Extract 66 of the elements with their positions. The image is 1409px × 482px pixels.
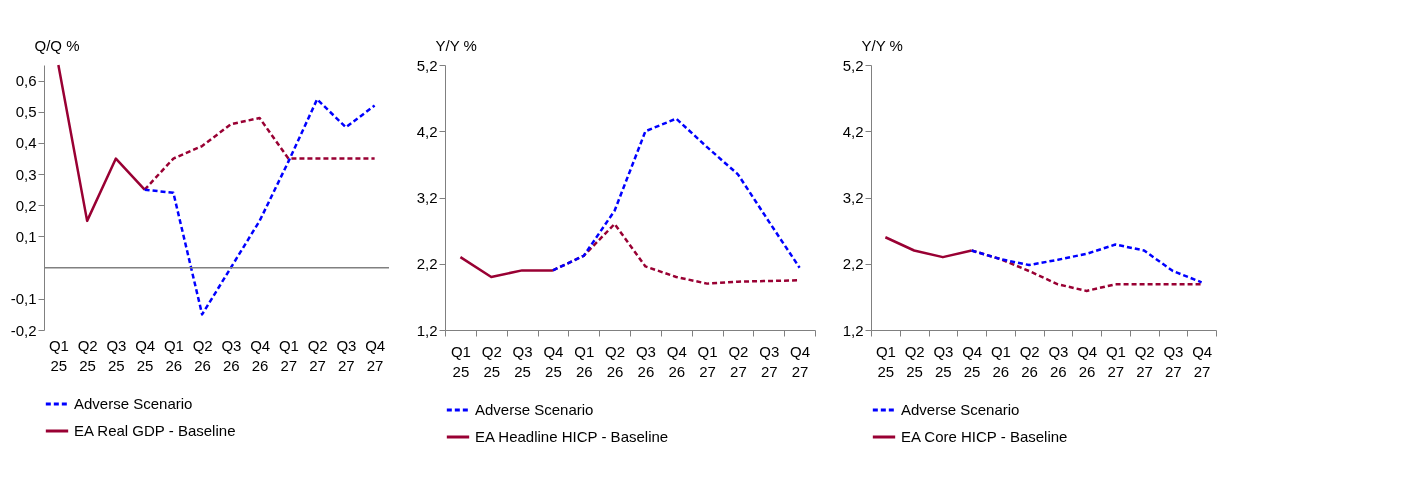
x-tick-label: Q1 26 <box>163 336 184 374</box>
legend-label: EA Real GDP - Baseline <box>74 422 236 439</box>
y-tick-label: 2,2 <box>842 255 864 273</box>
x-tick-label: Q1 27 <box>697 342 718 380</box>
line-series <box>143 98 376 316</box>
x-tick-label: Q1 26 <box>574 342 595 380</box>
legend-label: EA Core HICP - Baseline <box>901 428 1068 445</box>
x-tick-label: Q2 25 <box>904 342 925 380</box>
line-series <box>970 243 1203 284</box>
y-axis-title: Y/Y % <box>435 36 477 54</box>
x-tick-label: Q2 27 <box>728 342 749 380</box>
x-tick-label: Q2 27 <box>307 336 328 374</box>
x-tick-label: Q2 26 <box>192 336 213 374</box>
x-tick-label: Q3 26 <box>221 336 242 374</box>
y-tick-label: 0,5 <box>15 103 37 121</box>
x-tick-label: Q3 27 <box>336 336 357 374</box>
x-tick-label: Q1 25 <box>450 342 471 380</box>
y-tick-label: 3,2 <box>842 189 864 206</box>
y-tick-label: 0,2 <box>15 196 37 214</box>
x-tick-label: Q3 26 <box>1048 342 1069 380</box>
x-tick-label: Q4 26 <box>1077 342 1098 380</box>
y-tick-label: 0,3 <box>15 165 37 183</box>
x-tick-label: Q1 27 <box>1105 342 1126 380</box>
x-tick-label: Q1 25 <box>875 342 896 380</box>
legend-label: Adverse Scenario <box>74 395 193 412</box>
x-tick-label: Q4 25 <box>135 336 156 374</box>
x-tick-label: Q4 25 <box>543 342 564 380</box>
y-tick-label: 0,4 <box>15 134 37 152</box>
line-series <box>551 117 801 272</box>
x-tick-label: Q2 25 <box>481 342 502 380</box>
y-tick-label: 0,1 <box>15 227 37 245</box>
x-tick-label: Q3 25 <box>933 342 954 380</box>
x-tick-label: Q3 27 <box>759 342 780 380</box>
x-tick-label: Q1 25 <box>48 336 69 374</box>
x-tick-label: Q1 27 <box>278 336 299 374</box>
y-tick-label: 0,6 <box>15 72 37 90</box>
legend-label: EA Headline HICP - Baseline <box>475 428 669 445</box>
y-axis-title: Q/Q % <box>34 36 80 54</box>
x-tick-label: Q4 25 <box>962 342 983 380</box>
x-tick-label: Q4 27 <box>365 336 386 374</box>
y-tick-label: 5,2 <box>842 56 864 74</box>
legend-label: Adverse Scenario <box>901 401 1020 418</box>
x-tick-label: Q3 25 <box>106 336 127 374</box>
y-tick-label: -0,1 <box>10 290 37 308</box>
x-tick-label: Q4 27 <box>790 342 811 380</box>
y-tick-label: 1,2 <box>416 321 438 339</box>
x-tick-label: Q2 26 <box>1019 342 1040 380</box>
y-tick-label: 2,2 <box>416 255 438 273</box>
y-tick-label: 4,2 <box>842 122 864 140</box>
y-tick-label: 3,2 <box>416 189 438 206</box>
legend-label: Adverse Scenario <box>475 401 594 418</box>
y-tick-label: 5,2 <box>416 56 438 74</box>
x-tick-label: Q3 26 <box>635 342 656 380</box>
y-tick-label: 4,2 <box>416 122 438 140</box>
x-tick-label: Q4 27 <box>1192 342 1213 380</box>
y-tick-label: -0,2 <box>10 321 37 339</box>
x-tick-label: Q3 27 <box>1163 342 1184 380</box>
x-tick-label: Q4 26 <box>250 336 271 374</box>
x-tick-label: Q2 25 <box>77 336 98 374</box>
x-tick-label: Q3 25 <box>512 342 533 380</box>
x-tick-label: Q4 26 <box>666 342 687 380</box>
y-tick-label: 1,2 <box>842 321 864 339</box>
y-axis-title: Y/Y % <box>861 36 903 54</box>
x-tick-label: Q2 26 <box>605 342 626 380</box>
x-tick-label: Q1 26 <box>990 342 1011 380</box>
x-tick-label: Q2 27 <box>1134 342 1155 380</box>
